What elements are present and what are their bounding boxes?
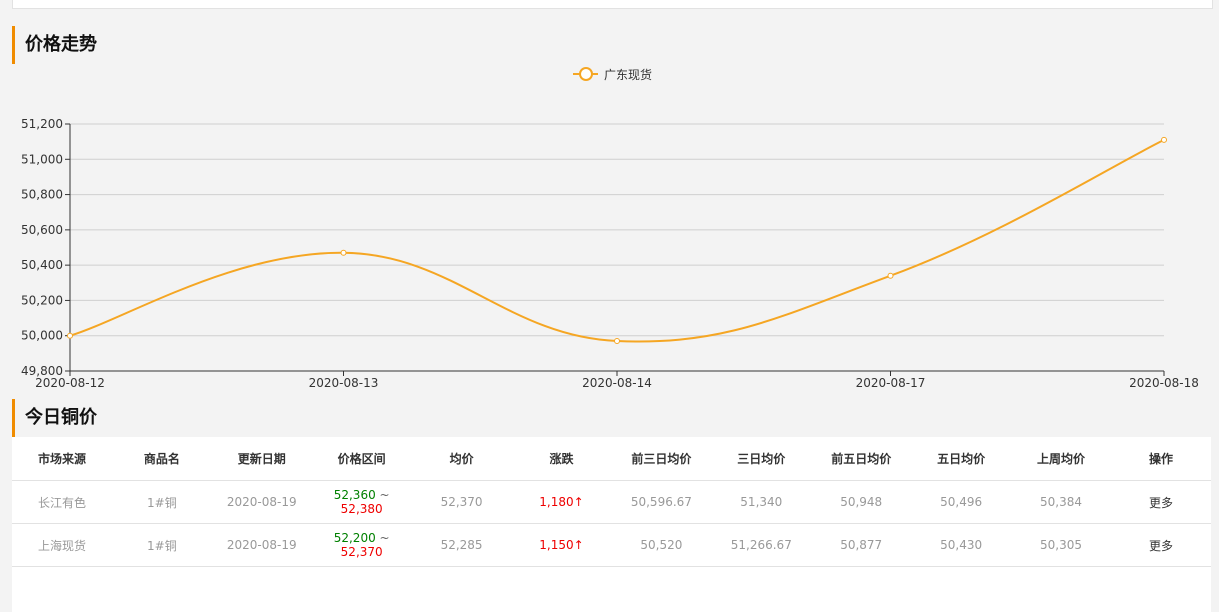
col-header: 价格区间 [311, 437, 412, 481]
cell-avg: 52,285 [411, 523, 512, 567]
col-header: 均价 [411, 437, 512, 481]
cell-prev3: 50,520 [611, 523, 712, 567]
y-tick-label: 50,000 [21, 329, 63, 343]
cell-avg: 52,370 [411, 480, 512, 524]
col-header: 涨跌 [511, 437, 612, 481]
y-tick-label: 50,200 [21, 293, 63, 307]
cell-product: 1#铜 [111, 523, 212, 567]
price-high: 52,370 [340, 545, 383, 559]
col-header: 前五日均价 [811, 437, 912, 481]
table-header-row: 市场来源 商品名 更新日期 价格区间 均价 涨跌 前三日均价 三日均价 前五日均… [12, 437, 1211, 481]
price-high: 52,380 [340, 502, 383, 516]
cell-prev5: 50,877 [811, 523, 912, 567]
cell-last-week: 50,384 [1011, 480, 1111, 524]
price-table: 市场来源 商品名 更新日期 价格区间 均价 涨跌 前三日均价 三日均价 前五日均… [12, 437, 1211, 567]
cell-last-week: 50,305 [1011, 523, 1111, 567]
data-point [1161, 136, 1167, 143]
more-link[interactable]: 更多 [1110, 480, 1211, 524]
price-low: 52,200 [333, 531, 376, 545]
col-header: 操作 [1110, 437, 1211, 481]
x-tick-label: 2020-08-17 [856, 376, 926, 390]
cell-prev5: 50,948 [811, 480, 912, 524]
col-header: 商品名 [111, 437, 212, 481]
range-tilde: ~ [379, 488, 390, 502]
change-value: 1,150 [539, 538, 574, 552]
col-header: 三日均价 [711, 437, 812, 481]
col-header: 五日均价 [911, 437, 1012, 481]
x-tick-label: 2020-08-12 [35, 376, 105, 390]
cell-date: 2020-08-19 [211, 523, 312, 567]
price-table-panel: 市场来源 商品名 更新日期 价格区间 均价 涨跌 前三日均价 三日均价 前五日均… [12, 437, 1211, 612]
legend-label: 广东现货 [604, 67, 653, 82]
cell-product: 1#铜 [111, 480, 212, 524]
data-point [67, 332, 73, 339]
y-tick-label: 50,600 [21, 223, 63, 237]
cell-market: 上海现货 [12, 523, 112, 567]
section-title-today-price: 今日铜价 [12, 399, 97, 437]
more-link[interactable]: 更多 [1110, 523, 1211, 567]
cell-avg5: 50,496 [911, 480, 1012, 524]
range-tilde: ~ [379, 531, 390, 545]
chart-legend[interactable]: 广东现货 [573, 65, 652, 83]
y-tick-label: 50,400 [21, 258, 63, 272]
price-trend-chart: 49,800 50,000 50,200 50,400 50,600 50,800 51,0… [21, 117, 1199, 390]
data-point [887, 272, 894, 279]
col-header: 前三日均价 [611, 437, 712, 481]
x-tick-label: 2020-08-18 [1129, 376, 1199, 390]
col-header: 市场来源 [12, 437, 112, 481]
y-tick-label: 49,800 [21, 364, 63, 378]
cell-prev3: 50,596.67 [611, 480, 712, 524]
change-value: 1,180 [539, 495, 574, 509]
col-header: 上周均价 [1011, 437, 1111, 481]
x-tick-label: 2020-08-14 [582, 376, 652, 390]
series-line [69, 138, 1165, 343]
arrow-up-icon: ↑ [573, 538, 584, 552]
cell-avg5: 50,430 [911, 523, 1012, 567]
cell-change: 1,180↑ [511, 480, 612, 524]
y-tick-label: 51,000 [21, 152, 63, 166]
arrow-up-icon: ↑ [573, 495, 584, 509]
top-panel [12, 0, 1213, 9]
y-tick-label: 51,200 [21, 117, 63, 131]
legend-marker-icon [573, 67, 598, 81]
cell-market: 长江有色 [12, 480, 112, 524]
price-low: 52,360 [333, 488, 376, 502]
col-header: 更新日期 [211, 437, 312, 481]
cell-avg3: 51,340 [711, 480, 812, 524]
table-row: 上海现货 1#铜 2020-08-19 52,200 ~ 52,370 52,2… [12, 523, 1211, 567]
cell-avg3: 51,266.67 [711, 523, 812, 567]
cell-date: 2020-08-19 [211, 480, 312, 524]
section-title-price-trend: 价格走势 [12, 26, 97, 64]
data-point [340, 249, 347, 256]
y-tick-label: 50,800 [21, 188, 63, 202]
x-tick-label: 2020-08-13 [309, 376, 379, 390]
cell-change: 1,150↑ [511, 523, 612, 567]
data-point [614, 338, 620, 345]
cell-price-range: 52,200 ~ 52,370 [311, 523, 412, 567]
table-row: 长江有色 1#铜 2020-08-19 52,360 ~ 52,380 52,3… [12, 480, 1211, 524]
cell-price-range: 52,360 ~ 52,380 [311, 480, 412, 524]
